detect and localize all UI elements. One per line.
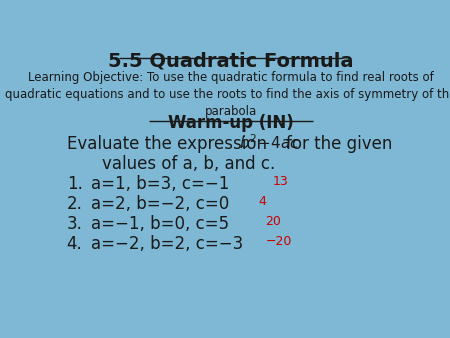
Text: values of a, b, and c.: values of a, b, and c. [102,154,275,173]
Text: 1.: 1. [67,175,83,193]
Text: 5.5 Quadratic Formula: 5.5 Quadratic Formula [108,51,353,71]
Text: Warm-up (IN): Warm-up (IN) [168,114,293,132]
Text: a=1, b=3, c=−1: a=1, b=3, c=−1 [91,175,230,193]
Text: a=−2, b=2, c=−3: a=−2, b=2, c=−3 [91,235,243,253]
Text: Learning Objective: To use the quadratic formula to find real roots of
quadratic: Learning Objective: To use the quadratic… [5,71,450,118]
Text: a=−1, b=0, c=5: a=−1, b=0, c=5 [91,215,229,233]
Text: Evaluate the expression: Evaluate the expression [67,135,267,153]
Text: 3.: 3. [67,215,83,233]
Text: 13: 13 [273,175,288,188]
Text: 4.: 4. [67,235,82,253]
Text: 4: 4 [258,195,266,208]
Text: 20: 20 [266,215,281,228]
Text: 2.: 2. [67,195,83,213]
Text: for the given: for the given [287,135,393,153]
Text: a=2, b=−2, c=0: a=2, b=−2, c=0 [91,195,230,213]
Text: −20: −20 [266,235,292,248]
Text: $b^2\!-\!4ac$: $b^2\!-\!4ac$ [239,134,301,152]
